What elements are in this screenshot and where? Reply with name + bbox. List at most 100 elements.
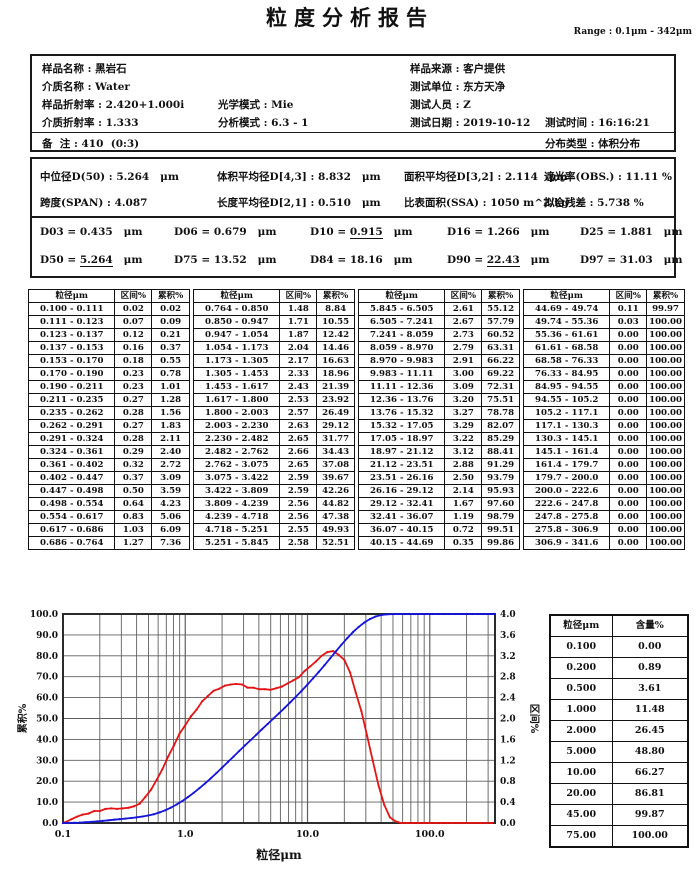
interval-cell: 2.79 xyxy=(444,341,483,355)
content-row: 0.500 3.61 xyxy=(549,678,689,700)
cumulative-curve-marker xyxy=(476,612,480,616)
table-row: 2.762 - 3.075 2.65 37.08 xyxy=(192,458,355,472)
bin-range-cell: 8.059 - 8.970 xyxy=(357,341,446,355)
table-row: 6.505 - 7.241 2.67 57.79 xyxy=(357,315,520,329)
cumulative-cell: 100.00 xyxy=(646,315,685,329)
cumulative-cell: 29.12 xyxy=(316,419,355,433)
cumulative-cell: 49.93 xyxy=(316,523,355,537)
bin-range-cell: 0.850 - 0.947 xyxy=(192,315,281,329)
content-row: 45.00 99.87 xyxy=(549,804,689,826)
interval-curve-marker xyxy=(258,688,261,691)
content-cell: 99.87 xyxy=(611,804,689,826)
interval-curve-marker xyxy=(479,821,482,825)
cumulative-curve-marker xyxy=(221,766,224,769)
table-row: 0.850 - 0.947 1.71 10.55 xyxy=(192,315,355,329)
y-right-tick-label: 4.0 xyxy=(500,610,516,620)
col-header: 含量% xyxy=(611,614,689,637)
info-field: 光学模式 : Mie xyxy=(218,99,294,111)
cumulative-curve-marker xyxy=(141,815,144,818)
cumulative-cell: 1.83 xyxy=(151,419,190,433)
interval-cell: 0.00 xyxy=(609,497,648,511)
interval-cell: 0.00 xyxy=(609,458,648,472)
interval-cell: 0.00 xyxy=(609,367,648,381)
info-field: 样品名称 : 黑岩石 xyxy=(42,63,127,75)
cumulative-cell: 100.00 xyxy=(646,367,685,381)
x-axis-label: 粒径μm xyxy=(256,847,302,862)
cumulative-cell: 3.09 xyxy=(151,471,190,485)
stat-field: 拟合残差 : 5.738 % xyxy=(544,197,644,209)
d-value-number: 13.52 xyxy=(213,254,247,266)
d-value-number: 0.915 xyxy=(349,226,383,239)
cumulative-cell: 100.00 xyxy=(646,341,685,355)
bin-range-cell: 0.211 - 0.235 xyxy=(27,393,116,407)
bin-range-cell: 222.6 - 247.8 xyxy=(522,497,611,511)
interval-curve-marker xyxy=(394,820,397,823)
table-row: 3.075 - 3.422 2.59 39.67 xyxy=(192,471,355,485)
interval-curve-marker xyxy=(343,658,346,662)
bin-range-cell: 44.69 - 49.74 xyxy=(522,302,611,316)
cumulative-curve-marker xyxy=(232,755,235,758)
d-value: D25 = 1.881 μm xyxy=(580,226,683,238)
table-row: 0.764 - 0.850 1.48 8.84 xyxy=(192,302,355,316)
cumulative-curve-marker xyxy=(124,817,127,820)
interval-curve-marker xyxy=(155,778,158,781)
interval-curve-marker xyxy=(235,682,238,686)
d-value: D75 = 13.52 μm xyxy=(174,254,277,266)
interval-cell: 2.73 xyxy=(444,328,483,342)
cumulative-curve-marker xyxy=(368,617,372,621)
interval-cell: 0.00 xyxy=(609,393,648,407)
distribution-table-group: 粒径μm 区间% 累积% 0.100 - 0.111 0.02 0.02 0.111 - 0… xyxy=(27,289,190,550)
x-tick-label: 10.0 xyxy=(296,829,320,840)
interval-cell: 0.00 xyxy=(609,354,648,368)
range-label: Range : 0.1μm - 342μm xyxy=(573,27,692,37)
cumulative-cell: 75.51 xyxy=(481,393,520,407)
table-row: 1.617 - 1.800 2.53 23.92 xyxy=(192,393,355,407)
cumulative-cell: 6.09 xyxy=(151,523,190,537)
bin-range-cell: 4.718 - 5.251 xyxy=(192,523,281,537)
cumulative-cell: 69.22 xyxy=(481,367,520,381)
interval-cell: 0.00 xyxy=(609,510,648,524)
table-row: 32.41 - 36.07 1.19 98.79 xyxy=(357,510,520,524)
y-right-tick-label: 0.8 xyxy=(500,777,516,787)
table-row: 145.1 - 161.4 0.00 100.00 xyxy=(522,445,685,459)
interval-curve-marker xyxy=(320,654,323,657)
cumulative-curve-marker xyxy=(78,821,81,824)
interval-cell: 2.17 xyxy=(279,354,318,368)
cumulative-curve-marker xyxy=(152,813,155,816)
cumulative-cell: 78.78 xyxy=(481,406,520,420)
bin-range-cell: 21.12 - 23.51 xyxy=(357,458,446,472)
cumulative-curve-marker xyxy=(118,818,121,821)
cumulative-cell: 100.00 xyxy=(646,406,685,420)
interval-cell: 0.00 xyxy=(609,328,648,342)
bin-range-cell: 275.8 - 306.9 xyxy=(522,523,611,537)
bin-range-cell: 5.845 - 6.505 xyxy=(357,302,446,316)
bin-range-cell: 6.505 - 7.241 xyxy=(357,315,446,329)
bin-range-cell: 2.762 - 3.075 xyxy=(192,458,281,472)
cumulative-cell: 37.08 xyxy=(316,458,355,472)
interval-curve-marker xyxy=(434,821,437,825)
y-right-tick-label: 2.0 xyxy=(500,715,516,725)
cumulative-cell: 2.72 xyxy=(151,458,190,472)
cumulative-curve-marker xyxy=(363,621,366,624)
table-row: 0.498 - 0.554 0.64 4.23 xyxy=(27,497,190,511)
cumulative-cell: 100.00 xyxy=(646,380,685,394)
interval-curve-marker xyxy=(241,683,244,686)
content-cell: 0.89 xyxy=(611,657,689,679)
cumulative-curve-marker xyxy=(158,811,161,814)
cumulative-curve-marker xyxy=(175,803,178,806)
interval-curve-marker xyxy=(93,809,96,813)
cumulative-cell: 98.79 xyxy=(481,510,520,524)
d-value-number: 22.43 xyxy=(486,254,520,267)
interval-curve-marker xyxy=(150,788,153,791)
cumulative-curve-marker xyxy=(226,761,229,764)
info-field: 分布类型 : 体积分布 xyxy=(545,138,641,150)
y-right-tick-label: 1.2 xyxy=(500,756,516,766)
interval-cell: 0.23 xyxy=(114,380,153,394)
table-row: 7.241 - 8.059 2.73 60.52 xyxy=(357,328,520,342)
cumulative-curve-marker xyxy=(84,821,87,824)
cumulative-curve-marker xyxy=(306,683,309,686)
y-right-tick-label: 1.6 xyxy=(500,735,516,745)
bin-range-cell: 2.482 - 2.762 xyxy=(192,445,281,459)
y-left-tick-label: 60.0 xyxy=(36,694,58,704)
table-row: 68.58 - 76.33 0.00 100.00 xyxy=(522,354,685,368)
